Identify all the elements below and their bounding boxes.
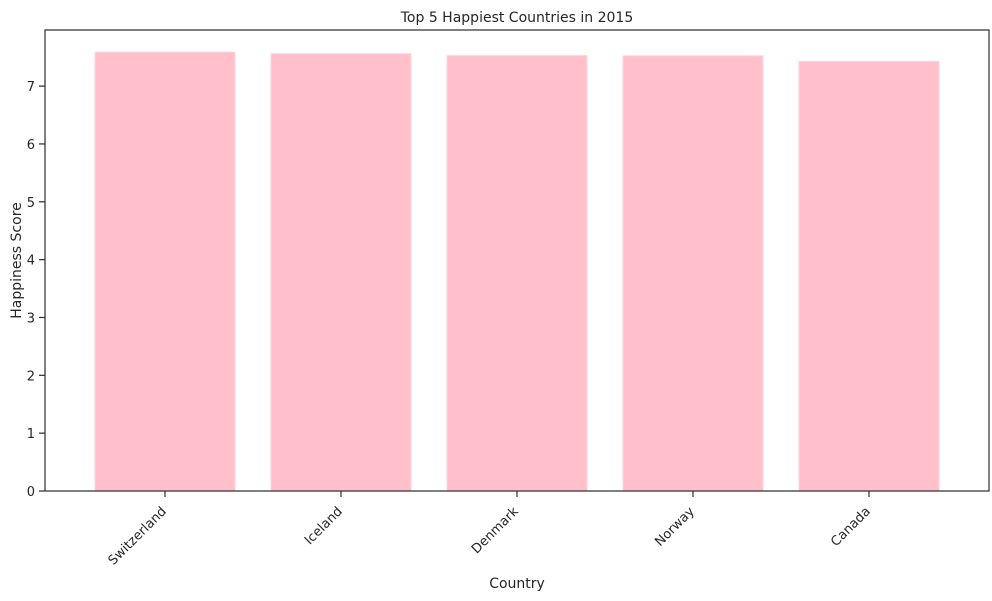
bar-norway [622, 55, 764, 492]
y-axis: 0 1 2 3 4 5 6 7 [27, 80, 45, 500]
y-tick-label: 1 [27, 427, 35, 442]
y-tick-label: 7 [27, 80, 35, 95]
x-axis: Switzerland Iceland Denmark Norway Canada [106, 491, 874, 568]
bar-switzerland [94, 51, 236, 492]
bar-canada [798, 60, 940, 492]
y-tick-label: 0 [27, 485, 35, 500]
x-tick-label: Norway [652, 504, 698, 550]
bar-iceland [270, 53, 412, 492]
x-tick-label: Canada [828, 504, 874, 550]
y-tick-label: 2 [27, 369, 35, 384]
y-tick-label: 5 [27, 196, 35, 211]
y-tick-label: 3 [27, 311, 35, 326]
x-tick-label: Denmark [469, 504, 522, 557]
chart-title: Top 5 Happiest Countries in 2015 [400, 10, 633, 26]
x-tick-label: Iceland [302, 504, 346, 548]
bar-denmark [446, 55, 588, 492]
y-axis-label: Happiness Score [9, 202, 25, 319]
y-tick-label: 6 [27, 138, 35, 153]
x-axis-label: Country [489, 576, 545, 592]
y-tick-label: 4 [27, 254, 35, 269]
bars-group [94, 51, 940, 492]
x-tick-label: Switzerland [106, 504, 170, 568]
